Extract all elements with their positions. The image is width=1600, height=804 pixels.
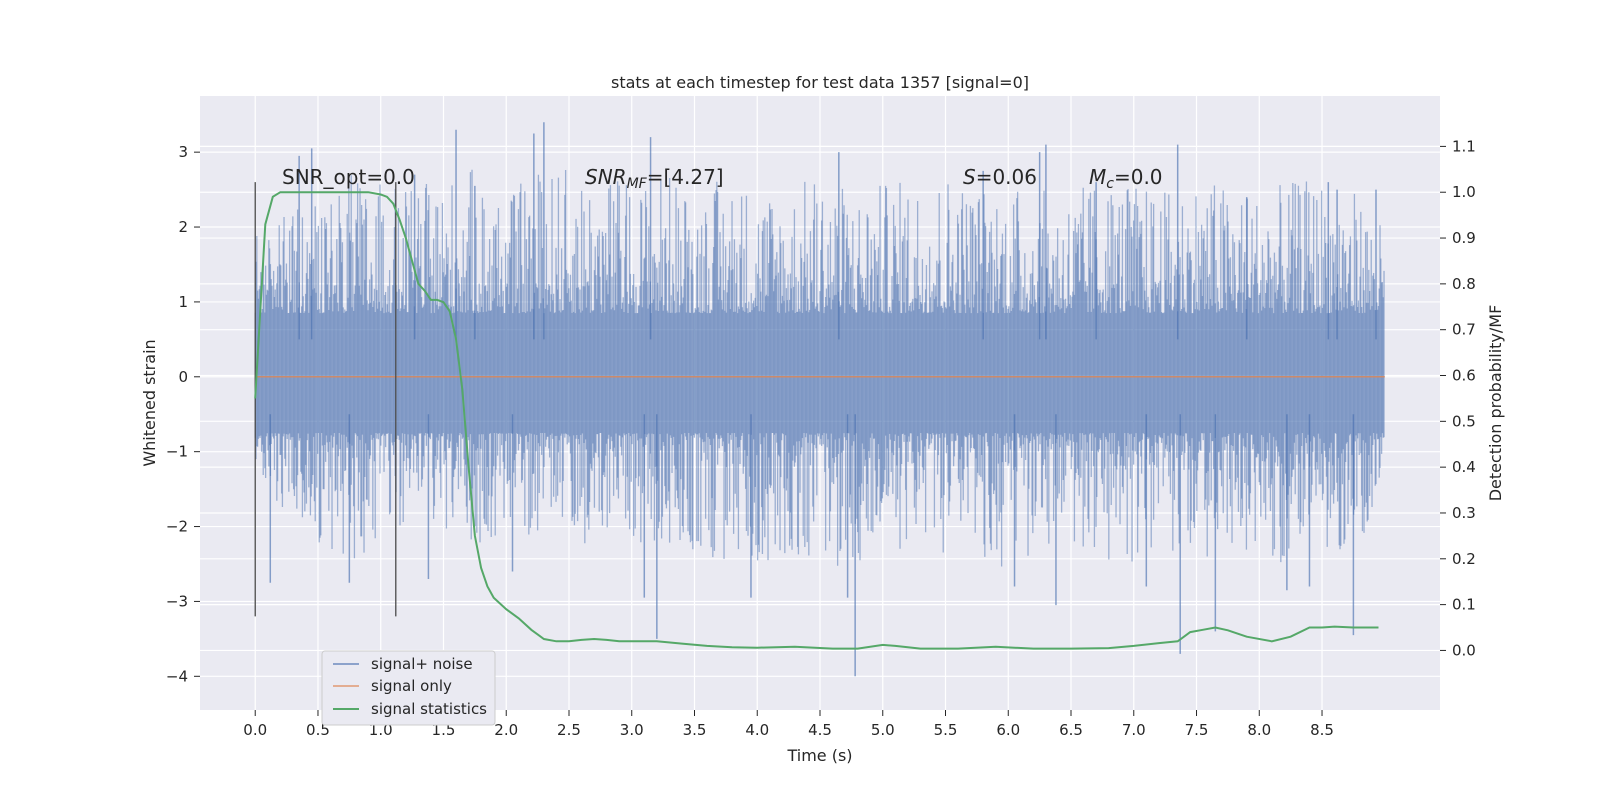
x-tick-label: 5.0 [871,721,895,739]
x-tick-label: 8.0 [1247,721,1271,739]
y-tick-label: 3 [178,143,188,161]
snr-mf-base: SNR [585,165,627,189]
x-tick-label: 4.5 [808,721,832,739]
y2-tick-label: 1.1 [1452,137,1476,155]
marker-lines [254,182,397,617]
x-tick-label: 2.0 [494,721,518,739]
legend-label-signal-statistics: signal statistics [371,700,487,718]
y-tick-label: 0 [178,368,188,386]
y2-tick-label: 0.0 [1452,641,1476,659]
x-tick-label: 6.5 [1059,721,1083,739]
annotation-snr-opt: SNR_opt=0.0 [282,165,415,189]
signal-statistics-line [254,191,1379,650]
x-tick-label: 6.0 [996,721,1020,739]
y-tick-label: 1 [178,293,188,311]
y-axis-label: Whitened strain [140,339,159,466]
y-tick-label: 2 [178,218,188,236]
x-tick-label: 7.0 [1122,721,1146,739]
y2-tick-label: 0.4 [1452,458,1476,476]
y-tick-label: −4 [166,667,188,685]
legend-box [321,650,496,726]
x-tick-label: 8.5 [1310,721,1334,739]
y2-tick-label: 0.1 [1452,596,1476,614]
x-tick-label: 2.5 [557,721,581,739]
chart-title: stats at each timestep for test data 135… [611,73,1029,92]
mc-sub: c [1106,176,1114,192]
y-tick-label: −1 [166,443,188,461]
mc-base: M [1089,165,1106,189]
snr-mf-sub: MF [627,176,648,192]
x-tick-label: 3.5 [683,721,707,739]
y2-tick-label: 0.6 [1452,367,1476,385]
s-base: S [963,165,976,189]
s-value: =0.06 [976,165,1037,189]
y2-tick-label: 0.7 [1452,321,1476,339]
y-tick-label: −2 [166,518,188,536]
x-tick-label: 7.5 [1185,721,1209,739]
y-tick-label: −3 [166,592,188,610]
x-tick-label: 3.0 [620,721,644,739]
y2-tick-label: 0.2 [1452,550,1476,568]
mc-value: =0.0 [1114,165,1163,189]
annotation-mc: Mc=0.0 [1089,165,1163,192]
legend-label-signal-noise: signal+ noise [371,655,473,673]
x-axis-label: Time (s) [786,746,852,765]
x-tick-label: 0.5 [306,721,330,739]
x-axis-ticks: 0.0 0.5 1.0 1.5 2.0 2.5 3.0 3.5 4.0 4.5 5.0 5.5 6.0 6… [243,710,1334,739]
y2-tick-label: 0.5 [1452,412,1476,430]
x-tick-label: 5.5 [934,721,958,739]
signal-statistics-series [254,191,1379,650]
legend-label-signal-only: signal only [371,677,452,695]
y2-tick-label: 0.8 [1452,275,1476,293]
y-axis-ticks: 3 2 1 0 −1 −2 −3 −4 [166,143,200,685]
snr-mf-value: =[4.27] [647,165,724,189]
legend: signal+ noise signal only signal statist… [321,650,496,726]
annotations: SNR_opt=0.0 SNRMF=[4.27] S=0.06 Mc=0.0 [282,165,1163,192]
y2-axis-label: Detection probability/MF [1486,305,1505,502]
x-tick-label: 4.0 [745,721,769,739]
annotation-snr-mf: SNRMF=[4.27] [585,165,724,192]
y2-tick-label: 1.0 [1452,183,1476,201]
y2-axis-ticks: 1.1 1.0 0.9 0.8 0.7 0.6 0.5 0.4 0.3 0.2 0.1 0.0 [1440,137,1476,659]
y2-tick-label: 0.9 [1452,229,1476,247]
annotation-s: S=0.06 [963,165,1037,189]
y2-tick-label: 0.3 [1452,504,1476,522]
x-tick-label: 0.0 [243,721,267,739]
